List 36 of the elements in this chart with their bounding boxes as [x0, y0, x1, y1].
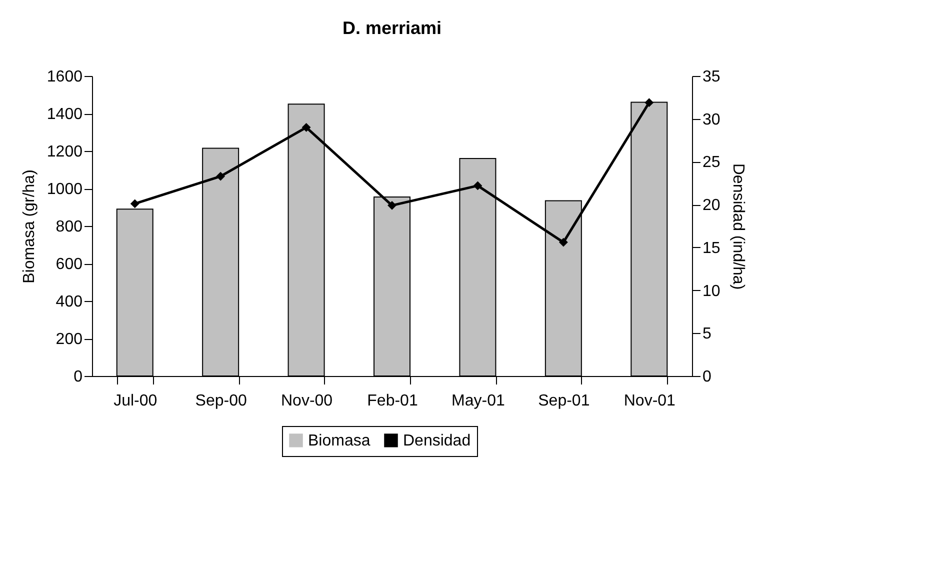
x-tick-label: Sep-01	[538, 392, 590, 410]
y-tick-label: 1600	[46, 68, 83, 86]
point	[644, 98, 654, 108]
y2-tick-label: 35	[702, 68, 720, 86]
y-tick-label: 0	[74, 368, 83, 386]
legend-label: Densidad	[403, 432, 471, 450]
x-tick-label: May-01	[452, 392, 505, 410]
y-tick-label: 1400	[46, 106, 83, 123]
y-tick-label: 200	[56, 331, 83, 348]
y-tick-label: 600	[56, 256, 83, 273]
legend-label: Biomasa	[308, 432, 370, 450]
chart-title: D. merriami	[342, 18, 442, 38]
point	[302, 122, 311, 132]
y2-tick-label: 20	[702, 197, 720, 214]
y2-tick-label: 5	[702, 326, 712, 343]
y2-tick-label: 30	[702, 111, 720, 128]
y2-tick-label: 25	[702, 154, 720, 172]
point	[130, 199, 140, 208]
x-tick-label: Jul-00	[114, 392, 158, 410]
x-tick-label: Nov-00	[280, 392, 333, 410]
y-tick-label: 400	[56, 294, 83, 310]
y-axis-title: Biomasa (gr/ha)	[20, 170, 38, 284]
point	[473, 181, 482, 190]
y2-tick-label: 0	[702, 368, 712, 386]
y-tick-label: 1000	[46, 181, 83, 198]
x-tick-label: Feb-01	[367, 392, 418, 410]
y2-tick-label: 10	[702, 282, 720, 300]
y2-tick-label: 15	[702, 240, 720, 257]
point	[558, 238, 568, 247]
x-tick-label: Nov-01	[624, 392, 676, 410]
y-tick-label: 800	[56, 218, 83, 236]
y2-axis-title: Densidad (ind/ha)	[729, 163, 746, 290]
x-tick-label: Sep-00	[195, 392, 247, 410]
y-tick-label: 1200	[46, 144, 83, 160]
point	[388, 200, 396, 210]
point	[216, 172, 226, 181]
